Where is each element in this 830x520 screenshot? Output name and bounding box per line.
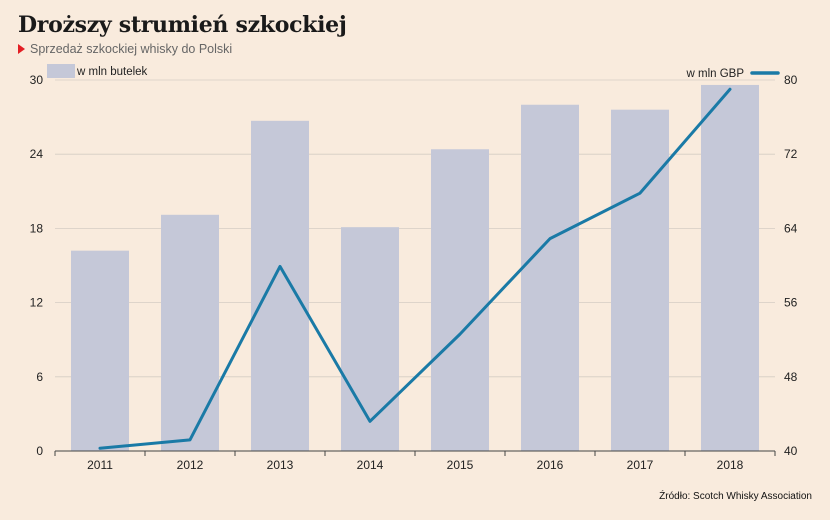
y-right-tick-label: 64	[784, 221, 798, 235]
legend-label-bars: w mln butelek	[76, 66, 148, 78]
y-left-tick-label: 18	[30, 221, 44, 235]
bar-2016	[521, 104, 579, 451]
x-tick-label-2015: 2015	[447, 458, 474, 472]
legend: w mln butelek w mln GBP	[47, 64, 780, 80]
y-left-tick-label: 24	[30, 147, 44, 161]
subtitle-text: Sprzedaż szkockiej whisky do Polski	[30, 42, 233, 56]
x-tick-label-2016: 2016	[537, 458, 564, 472]
y-right-tick-label: 56	[784, 296, 798, 310]
y-right-tick-label: 40	[784, 444, 798, 458]
x-tick-label-2011: 2011	[87, 458, 113, 472]
y-right-tick-label: 80	[784, 73, 798, 87]
line-series	[98, 87, 732, 450]
left-axis: 0 6 12 18 24 30	[30, 73, 44, 458]
red-triangle-icon	[18, 44, 25, 54]
x-tick-label-2013: 2013	[267, 458, 294, 472]
x-tick-label-2014: 2014	[357, 458, 384, 472]
y-left-tick-label: 12	[30, 296, 44, 310]
x-tick-label-2017: 2017	[627, 458, 654, 472]
x-axis: 2011 2012 2013 2014 2015 2016 2017 2018	[54, 450, 776, 472]
bar-2017	[611, 109, 669, 452]
bar-series	[71, 84, 759, 452]
bar-2018	[701, 84, 759, 452]
bar-2012	[161, 214, 219, 451]
right-axis: 40 48 56 64 72 80	[784, 73, 798, 458]
y-left-tick-label: 6	[36, 370, 43, 384]
source-note: Źródło: Scotch Whisky Association	[659, 489, 812, 502]
y-left-tick-label: 0	[36, 444, 43, 458]
bar-2014	[341, 227, 399, 451]
y-right-tick-label: 72	[784, 147, 798, 161]
y-right-tick-label: 48	[784, 370, 798, 384]
bar-2015	[431, 149, 489, 451]
chart-subtitle: Sprzedaż szkockiej whisky do Polski	[18, 42, 232, 56]
bar-2013	[251, 120, 309, 451]
chart-title: Droższy strumień szkockiej	[18, 12, 347, 38]
bar-2011	[71, 250, 129, 451]
legend-label-line: w mln GBP	[685, 68, 744, 80]
x-tick-label-2018: 2018	[717, 458, 744, 472]
y-left-tick-label: 30	[30, 73, 44, 87]
legend-bar-swatch	[47, 64, 75, 78]
line-series-group	[98, 87, 732, 450]
x-tick-label-2012: 2012	[177, 458, 204, 472]
